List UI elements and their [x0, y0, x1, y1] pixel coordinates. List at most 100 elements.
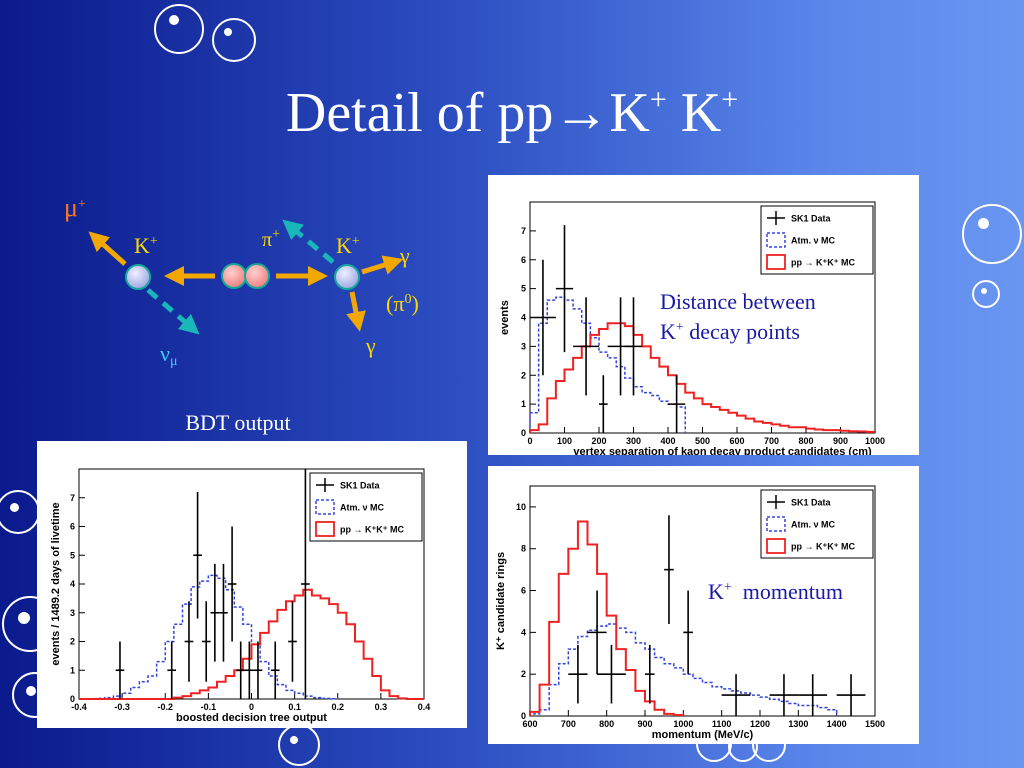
slide-title: Detail of pp→K+ K+ — [0, 80, 1024, 146]
x-tick-label: 400 — [660, 436, 675, 446]
kaon-left-label: K+ — [134, 233, 158, 258]
x-tick-label: 1400 — [827, 719, 847, 729]
x-tick-label: 1000 — [673, 719, 693, 729]
x-tick-label: 1200 — [750, 719, 770, 729]
legend-signal-swatch — [766, 254, 786, 270]
y-axis-label: K⁺ candidate rings — [495, 552, 507, 650]
gamma-top-label: γ — [400, 243, 410, 268]
legend-signal-swatch — [315, 521, 335, 537]
x-tick-label: 1100 — [712, 719, 732, 729]
x-tick-label: -0.3 — [114, 702, 130, 712]
x-tick-label: 0 — [527, 436, 532, 446]
y-tick-label: 3 — [70, 608, 75, 618]
legend-entry-atm: Atm. ν MC — [791, 236, 836, 246]
x-tick-label: 100 — [557, 436, 572, 446]
x-tick-label: 700 — [764, 436, 779, 446]
bubble-decoration — [962, 204, 1022, 264]
atm-mc-histogram — [79, 574, 339, 700]
bdt-plot: -0.4 -0.3 -0.2 -0.1 0 0.1 0.2 0.3 0.4 0 1 2 3 4 5 6 7 boo… — [37, 441, 467, 728]
title-sup-1: + — [649, 83, 667, 116]
kaon-left-ball — [125, 264, 151, 290]
vertex-separation-plot: 0 100 200 300 400 500 600 700 800 900 1000 0 1 2 3 4 5 6 7… — [488, 175, 919, 455]
legend-atm-swatch — [766, 232, 786, 248]
legend-entry-signal: pp → K⁺K⁺ MC — [791, 258, 855, 268]
gamma-top-track — [361, 255, 404, 275]
legend-signal-swatch — [766, 538, 786, 554]
x-tick-label: 800 — [599, 719, 614, 729]
signal-mc-histogram — [529, 520, 685, 716]
y-tick-label: 0 — [521, 711, 526, 721]
x-tick-label: 1300 — [788, 719, 808, 729]
gamma-bottom-track — [346, 291, 366, 332]
y-tick-label: 0 — [521, 428, 526, 438]
signal-mc-histogram — [79, 588, 424, 700]
legend-entry-signal: pp → K⁺K⁺ MC — [791, 542, 855, 552]
momentum-chart: 600 700 800 900 1000 1100 1200 1300 1400 1500 0 2 4 6… — [495, 485, 885, 741]
title-sup-2: + — [721, 83, 739, 116]
y-tick-label: 6 — [521, 255, 526, 265]
bdt-chart: -0.4 -0.3 -0.2 -0.1 0 0.1 0.2 0.3 0.4 0 1 2 3 4 5 6 7 boo… — [50, 468, 431, 724]
atm-mc-histogram — [529, 623, 838, 716]
x-tick-label: -0.1 — [201, 702, 217, 712]
y-axis-label: events — [499, 300, 511, 335]
x-tick-label: 0 — [249, 702, 254, 712]
x-tick-label: 800 — [798, 436, 813, 446]
y-tick-label: 6 — [521, 586, 526, 596]
vertex-separation-chart: 0 100 200 300 400 500 600 700 800 900 1000 0 1 2 3 4 5 6 7… — [499, 201, 885, 455]
y-tick-label: 2 — [70, 637, 75, 647]
y-tick-label: 2 — [521, 370, 526, 380]
y-axis-label: events / 1489.2 days of livetime — [50, 502, 62, 665]
x-tick-label: 0.4 — [418, 702, 431, 712]
legend-atm-swatch — [315, 499, 335, 515]
legend-entry-data: SK1 Data — [340, 481, 381, 491]
title-text: Detail of pp — [285, 82, 554, 144]
x-tick-label: 200 — [591, 436, 606, 446]
x-tick-label: -0.2 — [157, 702, 173, 712]
proton-ball — [221, 263, 247, 289]
legend-entry-data: SK1 Data — [791, 498, 832, 508]
mu-label: μ+ — [64, 193, 86, 222]
mu-track — [88, 231, 127, 266]
y-tick-label: 4 — [521, 313, 526, 323]
y-tick-label: 0 — [70, 694, 75, 704]
bubble-decoration — [972, 280, 1000, 308]
pion-label: π+ — [262, 227, 281, 252]
x-tick-label: -0.4 — [71, 702, 87, 712]
nu-track — [146, 288, 200, 335]
bdt-caption: BDT output — [185, 410, 291, 435]
y-tick-label: 5 — [70, 550, 75, 560]
kaon-right-ball — [334, 264, 360, 290]
y-tick-label: 1 — [521, 399, 526, 409]
bubble-decoration — [278, 724, 320, 766]
x-tick-label: 0.2 — [331, 702, 344, 712]
legend-entry-signal: pp → K⁺K⁺ MC — [340, 525, 404, 535]
title-kaon-2: K — [680, 82, 722, 144]
x-tick-label: 900 — [637, 719, 652, 729]
legend-entry-atm: Atm. ν MC — [791, 520, 836, 530]
nu-label: νμ — [160, 341, 178, 369]
x-tick-label: 1000 — [865, 436, 885, 446]
y-tick-label: 7 — [521, 226, 526, 236]
gamma-bottom-label: γ — [366, 333, 376, 358]
proton-ball — [244, 263, 270, 289]
legend-atm-swatch — [766, 516, 786, 532]
y-tick-label: 3 — [521, 341, 526, 351]
title-kaon-1: K — [609, 82, 650, 144]
x-tick-label: 600 — [729, 436, 744, 446]
momentum-note: K+ momentum — [708, 579, 844, 604]
x-tick-label: 300 — [626, 436, 641, 446]
bubble-decoration — [212, 18, 256, 62]
plot-frame — [529, 485, 876, 717]
y-tick-label: 1 — [70, 665, 75, 675]
y-tick-label: 2 — [521, 669, 526, 679]
pi0-label: (π0) — [386, 291, 419, 316]
distance-note: Distance between K+ decay points — [660, 287, 816, 347]
y-tick-label: 6 — [70, 522, 75, 532]
x-tick-label: 900 — [833, 436, 848, 446]
y-tick-label: 7 — [70, 493, 75, 503]
bubble-decoration — [154, 4, 204, 54]
y-tick-label: 10 — [516, 502, 526, 512]
distance-note-line2: K+ decay points — [660, 319, 800, 344]
x-tick-label: 500 — [695, 436, 710, 446]
x-axis-label: momentum (MeV/c) — [652, 729, 754, 741]
